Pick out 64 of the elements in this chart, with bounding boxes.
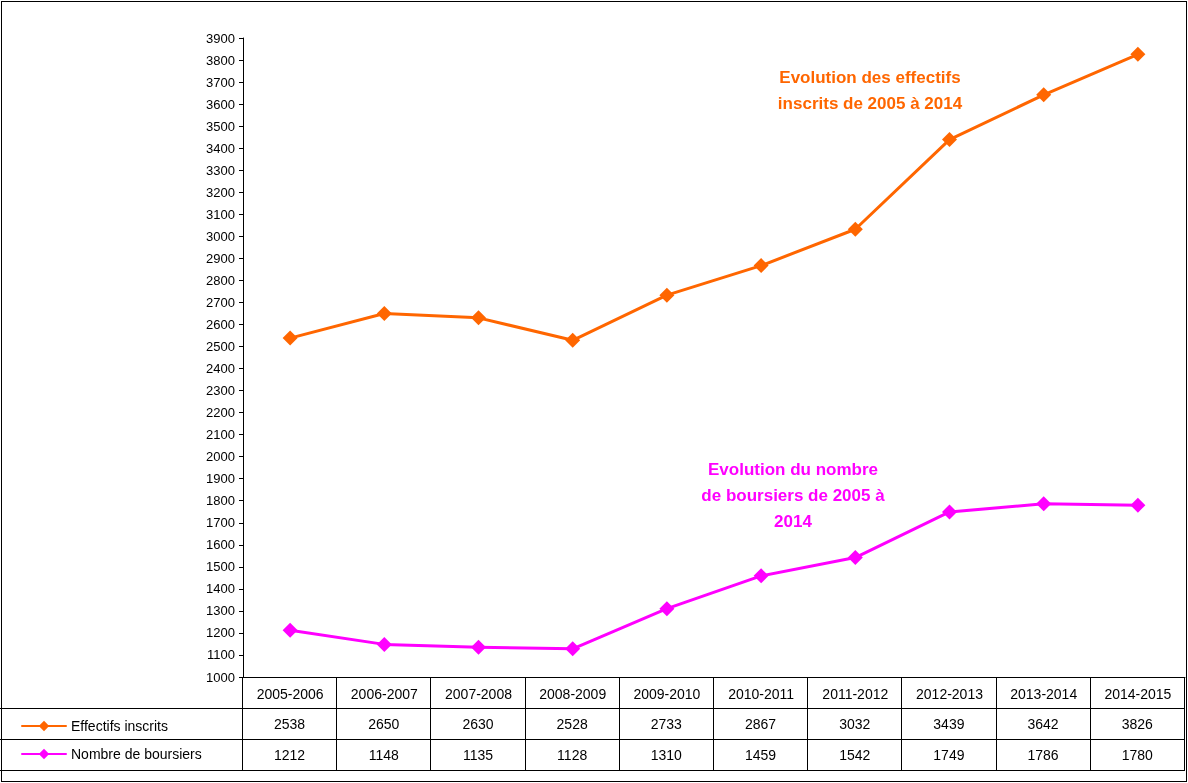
y-tick-label: 3000 xyxy=(206,228,235,244)
x-tick-label: 2008-2009 xyxy=(539,686,607,702)
x-tick-label: 2014-2015 xyxy=(1104,686,1172,702)
y-tick-label: 1400 xyxy=(206,581,235,597)
y-tick-label: 2800 xyxy=(206,272,235,288)
data-label: 1542 xyxy=(807,739,902,771)
x-tick-label: 2009-2010 xyxy=(633,686,701,702)
y-tick-label: 3200 xyxy=(206,184,235,200)
y-tick-label: 1000 xyxy=(206,669,235,685)
y-tick-label: 1100 xyxy=(207,647,235,663)
y-tick-label: 1200 xyxy=(206,625,235,641)
y-tick-label: 1600 xyxy=(206,537,235,553)
y-tick-label: 2900 xyxy=(206,250,235,266)
data-label: 2538 xyxy=(242,708,337,740)
x-tick-label: 2011-2012 xyxy=(822,686,889,702)
y-tick-label: 3400 xyxy=(206,140,235,156)
data-label: 1128 xyxy=(525,739,620,771)
y-tick-label: 1700 xyxy=(206,515,235,531)
x-tick-label: 2010-2011 xyxy=(728,686,795,702)
data-label: 2630 xyxy=(430,708,526,740)
data-label: 3826 xyxy=(1090,708,1185,740)
legend-label: Nombre de boursiers xyxy=(71,746,202,762)
data-label: 1786 xyxy=(996,739,1091,771)
y-tick-label: 1900 xyxy=(206,471,235,487)
data-label: 1212 xyxy=(242,739,337,771)
data-label: 1459 xyxy=(713,739,808,771)
y-tick-label: 3900 xyxy=(206,30,235,46)
data-label: 1310 xyxy=(619,739,714,771)
x-tick-label: 2006-2007 xyxy=(350,686,418,702)
y-tick-label: 3700 xyxy=(206,74,235,90)
y-tick-label: 1300 xyxy=(206,603,235,619)
x-tick-label: 2013-2014 xyxy=(1010,686,1078,702)
y-tick-label: 3300 xyxy=(206,162,235,178)
data-label: 1749 xyxy=(901,739,996,771)
data-label: 2650 xyxy=(336,708,431,740)
y-tick-label: 2500 xyxy=(206,338,235,354)
data-label: 2867 xyxy=(713,708,808,740)
data-label: 1148 xyxy=(336,739,431,771)
data-label: 1135 xyxy=(430,739,526,771)
y-tick-label: 2000 xyxy=(206,449,235,465)
y-tick-label: 2100 xyxy=(206,427,235,443)
x-tick-label: 2007-2008 xyxy=(445,686,513,702)
x-tick-label: 2005-2006 xyxy=(256,686,324,702)
y-tick-label: 1500 xyxy=(206,559,235,575)
y-tick-label: 3600 xyxy=(206,96,235,112)
y-tick-label: 2600 xyxy=(206,316,235,332)
data-label: 2733 xyxy=(619,708,714,740)
data-label: 3032 xyxy=(807,708,902,740)
y-tick-label: 3500 xyxy=(206,118,235,134)
annotation: Evolution du nombre de boursiers de 2005 à 2014 xyxy=(701,459,886,531)
data-label: 1780 xyxy=(1090,739,1185,771)
x-tick-label: 2012-2013 xyxy=(916,686,984,702)
y-tick-label: 2700 xyxy=(206,294,235,310)
data-label: 3439 xyxy=(901,708,996,740)
annotation: Evolution des effectifs inscrits de 2005 à 2014 xyxy=(777,67,963,113)
y-tick-label: 2300 xyxy=(206,383,235,399)
y-tick-label: 1800 xyxy=(206,493,235,509)
legend-label: Effectifs inscrits xyxy=(71,718,168,734)
y-tick-label: 3800 xyxy=(206,52,235,68)
y-tick-label: 2200 xyxy=(206,405,235,421)
data-label: 3642 xyxy=(996,708,1091,740)
y-tick-label: 2400 xyxy=(206,361,235,377)
data-label: 2528 xyxy=(525,708,620,740)
y-tick-label: 3100 xyxy=(206,206,235,222)
